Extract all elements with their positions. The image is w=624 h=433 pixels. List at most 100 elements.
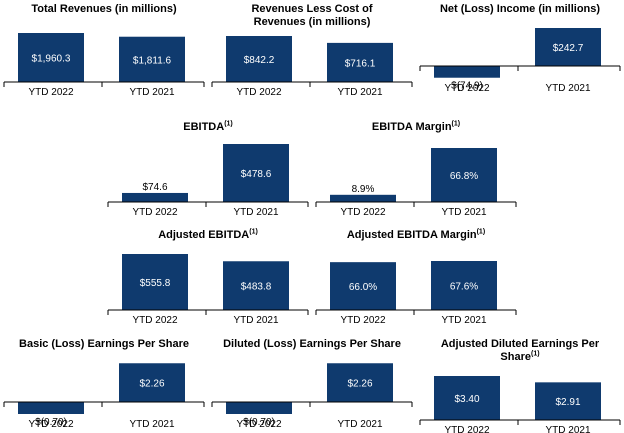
bar-value-label: $842.2 <box>244 55 275 66</box>
bar-value-label: $3.40 <box>454 394 479 405</box>
chart-title-text: Adjusted EBITDA <box>158 229 250 241</box>
chart-plot: $(0.70) $2.26 YTD 2022 YTD 2021 <box>211 363 413 430</box>
category-label: YTD 2021 <box>337 419 382 430</box>
category-label: YTD 2021 <box>233 315 278 326</box>
bar <box>119 36 185 82</box>
category-label: YTD 2022 <box>236 87 281 98</box>
bar <box>18 402 84 414</box>
bar-value-label: 66.0% <box>349 282 377 293</box>
bar <box>122 254 188 310</box>
category-label: YTD 2021 <box>441 207 486 218</box>
chart-title-text: Basic (Loss) Earnings Per Share <box>19 338 189 350</box>
bar <box>327 42 393 82</box>
category-label: YTD 2021 <box>129 419 174 430</box>
category-label: YTD 2021 <box>337 87 382 98</box>
bar <box>226 36 292 82</box>
bar-value-label: $478.6 <box>241 169 272 180</box>
bar-value-label: $483.8 <box>241 282 272 293</box>
bar-value-label: $2.26 <box>139 379 164 390</box>
bar <box>434 376 500 420</box>
bar-value-label: $1,811.6 <box>133 55 172 66</box>
chart-footnote: (1) <box>451 120 461 128</box>
chart-adjusted-diluted-eps: Adjusted Diluted Earnings Per Share(1) $… <box>416 333 624 433</box>
category-label: YTD 2022 <box>444 83 489 94</box>
bar-value-label: 67.6% <box>450 282 478 293</box>
category-label: YTD 2022 <box>132 207 177 218</box>
bar-value-label: $74.6 <box>142 182 167 193</box>
chart-plot: $555.8 $483.8 YTD 2022 YTD 2021 <box>107 254 309 326</box>
chart-revenues-less-cost: Revenues Less Cost of Revenues (in milli… <box>208 0 416 100</box>
category-label: YTD 2022 <box>340 207 385 218</box>
category-label: YTD 2022 <box>340 315 385 326</box>
bar-value-label: $2.91 <box>555 397 580 408</box>
bar <box>223 144 289 202</box>
chart-title: Total Revenues (in millions) <box>0 3 208 16</box>
chart-title-text: Revenues Less Cost of Revenues (in milli… <box>251 3 373 28</box>
chart-title: Adjusted EBITDA Margin(1) <box>312 228 520 242</box>
category-label: YTD 2022 <box>236 419 281 430</box>
bar <box>434 66 500 78</box>
bar-value-label: $2.26 <box>347 379 372 390</box>
category-label: YTD 2021 <box>233 207 278 218</box>
chart-plot: 66.0% 67.6% YTD 2022 YTD 2021 <box>315 261 517 326</box>
chart-footnote: (1) <box>224 120 233 128</box>
bar <box>122 192 188 202</box>
chart-title: Basic (Loss) Earnings Per Share <box>0 338 208 351</box>
category-label: YTD 2022 <box>444 425 489 433</box>
chart-title: EBITDA(1) <box>104 120 312 134</box>
bar-value-label: 8.9% <box>352 184 375 195</box>
bar-value-label: $1,960.3 <box>32 54 71 65</box>
category-label: YTD 2022 <box>28 419 73 430</box>
chart-net-income: Net (Loss) Income (in millions) $(74.9) $… <box>416 0 624 100</box>
chart-footnote: (1) <box>531 350 540 358</box>
bar <box>431 148 497 202</box>
chart-title: Revenues Less Cost of Revenues (in milli… <box>208 3 416 29</box>
chart-plot: $3.40 $2.91 YTD 2022 YTD 2021 <box>419 376 621 433</box>
chart-title: Adjusted Diluted Earnings Per Share(1) <box>416 338 624 364</box>
chart-title-text: EBITDA <box>183 121 225 133</box>
chart-footnote: (1) <box>476 228 486 236</box>
chart-ebitda: EBITDA(1) $74.6 $478.6 YTD 2022 YTD 2021 <box>104 118 312 222</box>
chart-footnote: (1) <box>249 228 258 236</box>
bar-value-label: 66.8% <box>450 171 478 182</box>
chart-title: Adjusted EBITDA(1) <box>104 228 312 242</box>
chart-adjusted-ebitda: Adjusted EBITDA(1) $555.8 $483.8 YTD 2022 Y… <box>104 226 312 330</box>
chart-title-text: EBITDA Margin <box>371 121 452 133</box>
chart-title-text: Diluted (Loss) Earnings Per Share <box>223 338 401 350</box>
chart-plot: $(0.70) $2.26 YTD 2022 YTD 2021 <box>3 363 205 430</box>
bar-value-label: $716.1 <box>345 58 376 69</box>
category-label: YTD 2022 <box>132 315 177 326</box>
chart-title-text: Adjusted EBITDA Margin <box>346 229 477 241</box>
chart-total-revenues: Total Revenues (in millions) $1,960.3 $1,… <box>0 0 208 100</box>
bar <box>330 194 396 202</box>
bar <box>119 363 185 402</box>
category-label: YTD 2021 <box>545 425 590 433</box>
bar-value-label: $(0.70) <box>243 417 275 428</box>
chart-title: Net (Loss) Income (in millions) <box>416 3 624 16</box>
chart-title-text: Total Revenues (in millions) <box>31 3 177 15</box>
bar <box>226 402 292 414</box>
chart-plot: $842.2 $716.1 YTD 2022 YTD 2021 <box>211 36 413 98</box>
chart-plot: $(74.9) $242.7 YTD 2022 YTD 2021 <box>419 28 621 94</box>
category-label: YTD 2022 <box>28 87 73 98</box>
chart-diluted-eps: Diluted (Loss) Earnings Per Share $(0.70… <box>208 333 416 433</box>
category-label: YTD 2021 <box>129 87 174 98</box>
chart-plot: 8.9% 66.8% YTD 2022 YTD 2021 <box>315 148 517 218</box>
bar-value-label: $(74.9) <box>451 81 483 92</box>
bar <box>327 363 393 402</box>
bar <box>535 28 601 66</box>
category-label: YTD 2021 <box>441 315 486 326</box>
chart-ebitda-margin: EBITDA Margin(1) 8.9% 66.8% YTD 2022 YTD 20… <box>312 118 520 222</box>
chart-title: EBITDA Margin(1) <box>312 120 520 134</box>
bar <box>223 261 289 310</box>
chart-title-text: Net (Loss) Income (in millions) <box>439 3 601 15</box>
chart-adjusted-ebitda-margin: Adjusted EBITDA Margin(1) 66.0% 67.6% YTD … <box>312 226 520 330</box>
bar <box>535 382 601 420</box>
chart-title-text: Adjusted Diluted Earnings Per Share <box>440 338 600 363</box>
chart-plot: $74.6 $478.6 YTD 2022 YTD 2021 <box>107 144 309 218</box>
chart-basic-eps: Basic (Loss) Earnings Per Share $(0.70) $… <box>0 333 208 433</box>
bar-value-label: $(0.70) <box>35 417 67 428</box>
category-label: YTD 2021 <box>545 83 590 94</box>
bar <box>431 261 497 310</box>
